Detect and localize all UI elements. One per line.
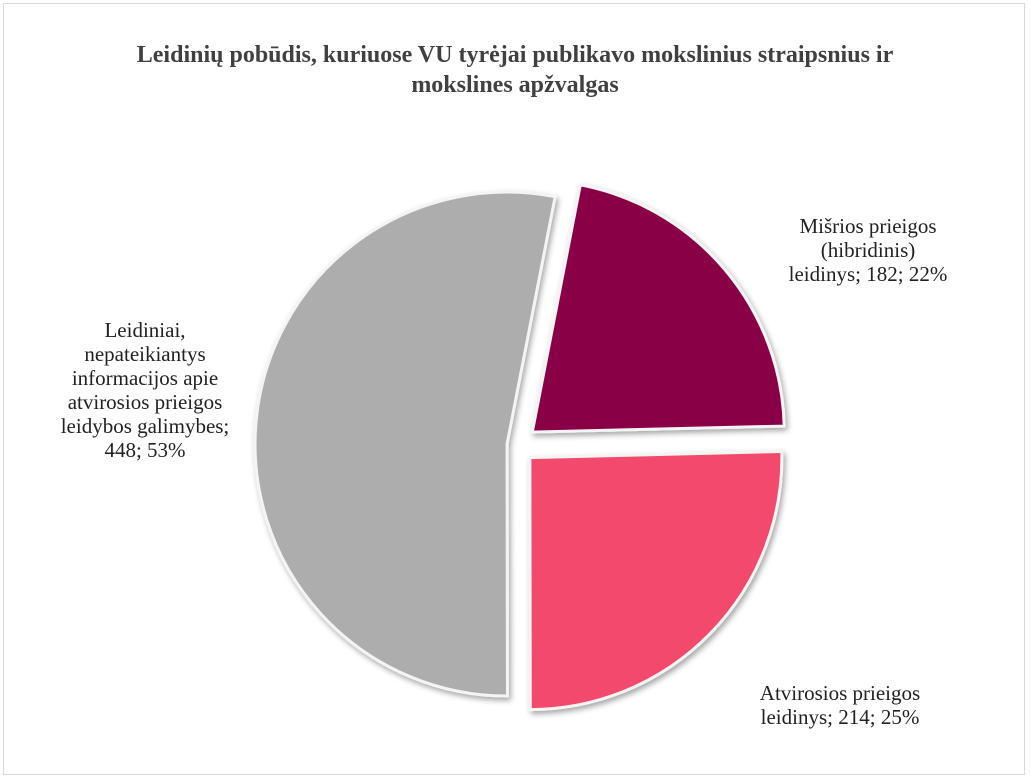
data-label: Leidiniai, nepateikiantys informacijos a… (60, 318, 230, 462)
pie-slice (253, 190, 557, 698)
pie-slice (530, 182, 786, 434)
data-label: Mišrios prieigos (hibridinis) leidinys; … (788, 214, 948, 286)
pie-slice (528, 450, 784, 712)
data-label: Atvirosios prieigos leidinys; 214; 25% (759, 681, 921, 729)
chart-title: Leidinių pobūdis, kuriuose VU tyrėjai pu… (136, 42, 894, 98)
chart-frame (3, 3, 1025, 775)
